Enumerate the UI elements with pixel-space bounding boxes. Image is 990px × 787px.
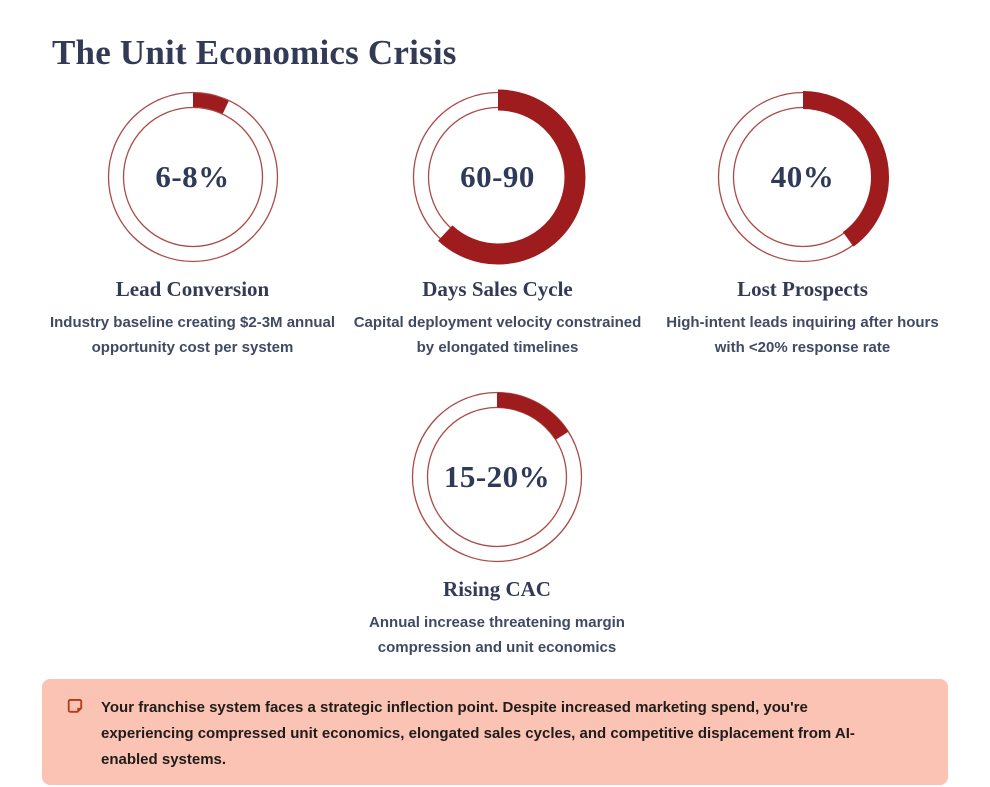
page-title: The Unit Economics Crisis <box>52 33 457 73</box>
stat-card-lost-prospects: 40% Lost Prospects High-intent leads inq… <box>650 87 955 360</box>
callout-banner: Your franchise system faces a strategic … <box>42 679 948 785</box>
donut-chart-svg <box>107 91 278 263</box>
stat-title: Rising CAC <box>443 577 551 601</box>
stat-title: Lead Conversion <box>115 277 270 301</box>
stat-value: 15-20% <box>443 459 551 494</box>
donut-fill-arc <box>108 93 277 261</box>
stat-description: Annual increase threatening margin compr… <box>369 614 625 656</box>
donut-chart: 6-8% <box>103 87 283 267</box>
stat-card-days-sales-cycle: 60-90 Days Sales Cycle Capital deploymen… <box>345 87 650 360</box>
stats-row-bottom: 15-20% Rising CAC Annual increase threat… <box>342 387 652 660</box>
donut-chart: 60-90 <box>408 87 588 267</box>
stat-value: 60-90 <box>460 159 535 194</box>
donut-fill-arc <box>410 89 585 265</box>
donut-chart: 40% <box>713 87 893 267</box>
donut-fill-arc <box>412 392 582 562</box>
donut-chart-svg <box>411 391 583 563</box>
stat-description: Industry baseline creating $2-3M annual … <box>49 314 336 356</box>
donut-track-outer <box>107 91 278 263</box>
donut-fill-arc <box>716 91 889 263</box>
donut-track-inner <box>122 106 263 248</box>
stat-title: Lost Prospects <box>737 277 868 301</box>
stat-description: Capital deployment velocity constrained … <box>353 314 642 356</box>
donut-chart: 15-20% <box>407 387 587 567</box>
stat-card-lead-conversion: 6-8% Lead Conversion Industry baseline c… <box>40 87 345 360</box>
donut-chart-svg <box>716 91 889 263</box>
note-icon <box>67 699 83 713</box>
stat-card-rising-cac: 15-20% Rising CAC Annual increase threat… <box>342 387 652 660</box>
callout-text: Your franchise system faces a strategic … <box>101 699 855 768</box>
stat-title: Days Sales Cycle <box>422 277 573 301</box>
donut-chart-svg <box>410 89 585 265</box>
stat-description: High-intent leads inquiring after hours … <box>666 314 939 356</box>
stats-row-top: 6-8% Lead Conversion Industry baseline c… <box>40 87 955 360</box>
stat-value: 40% <box>770 159 835 194</box>
stat-value: 6-8% <box>155 159 230 194</box>
